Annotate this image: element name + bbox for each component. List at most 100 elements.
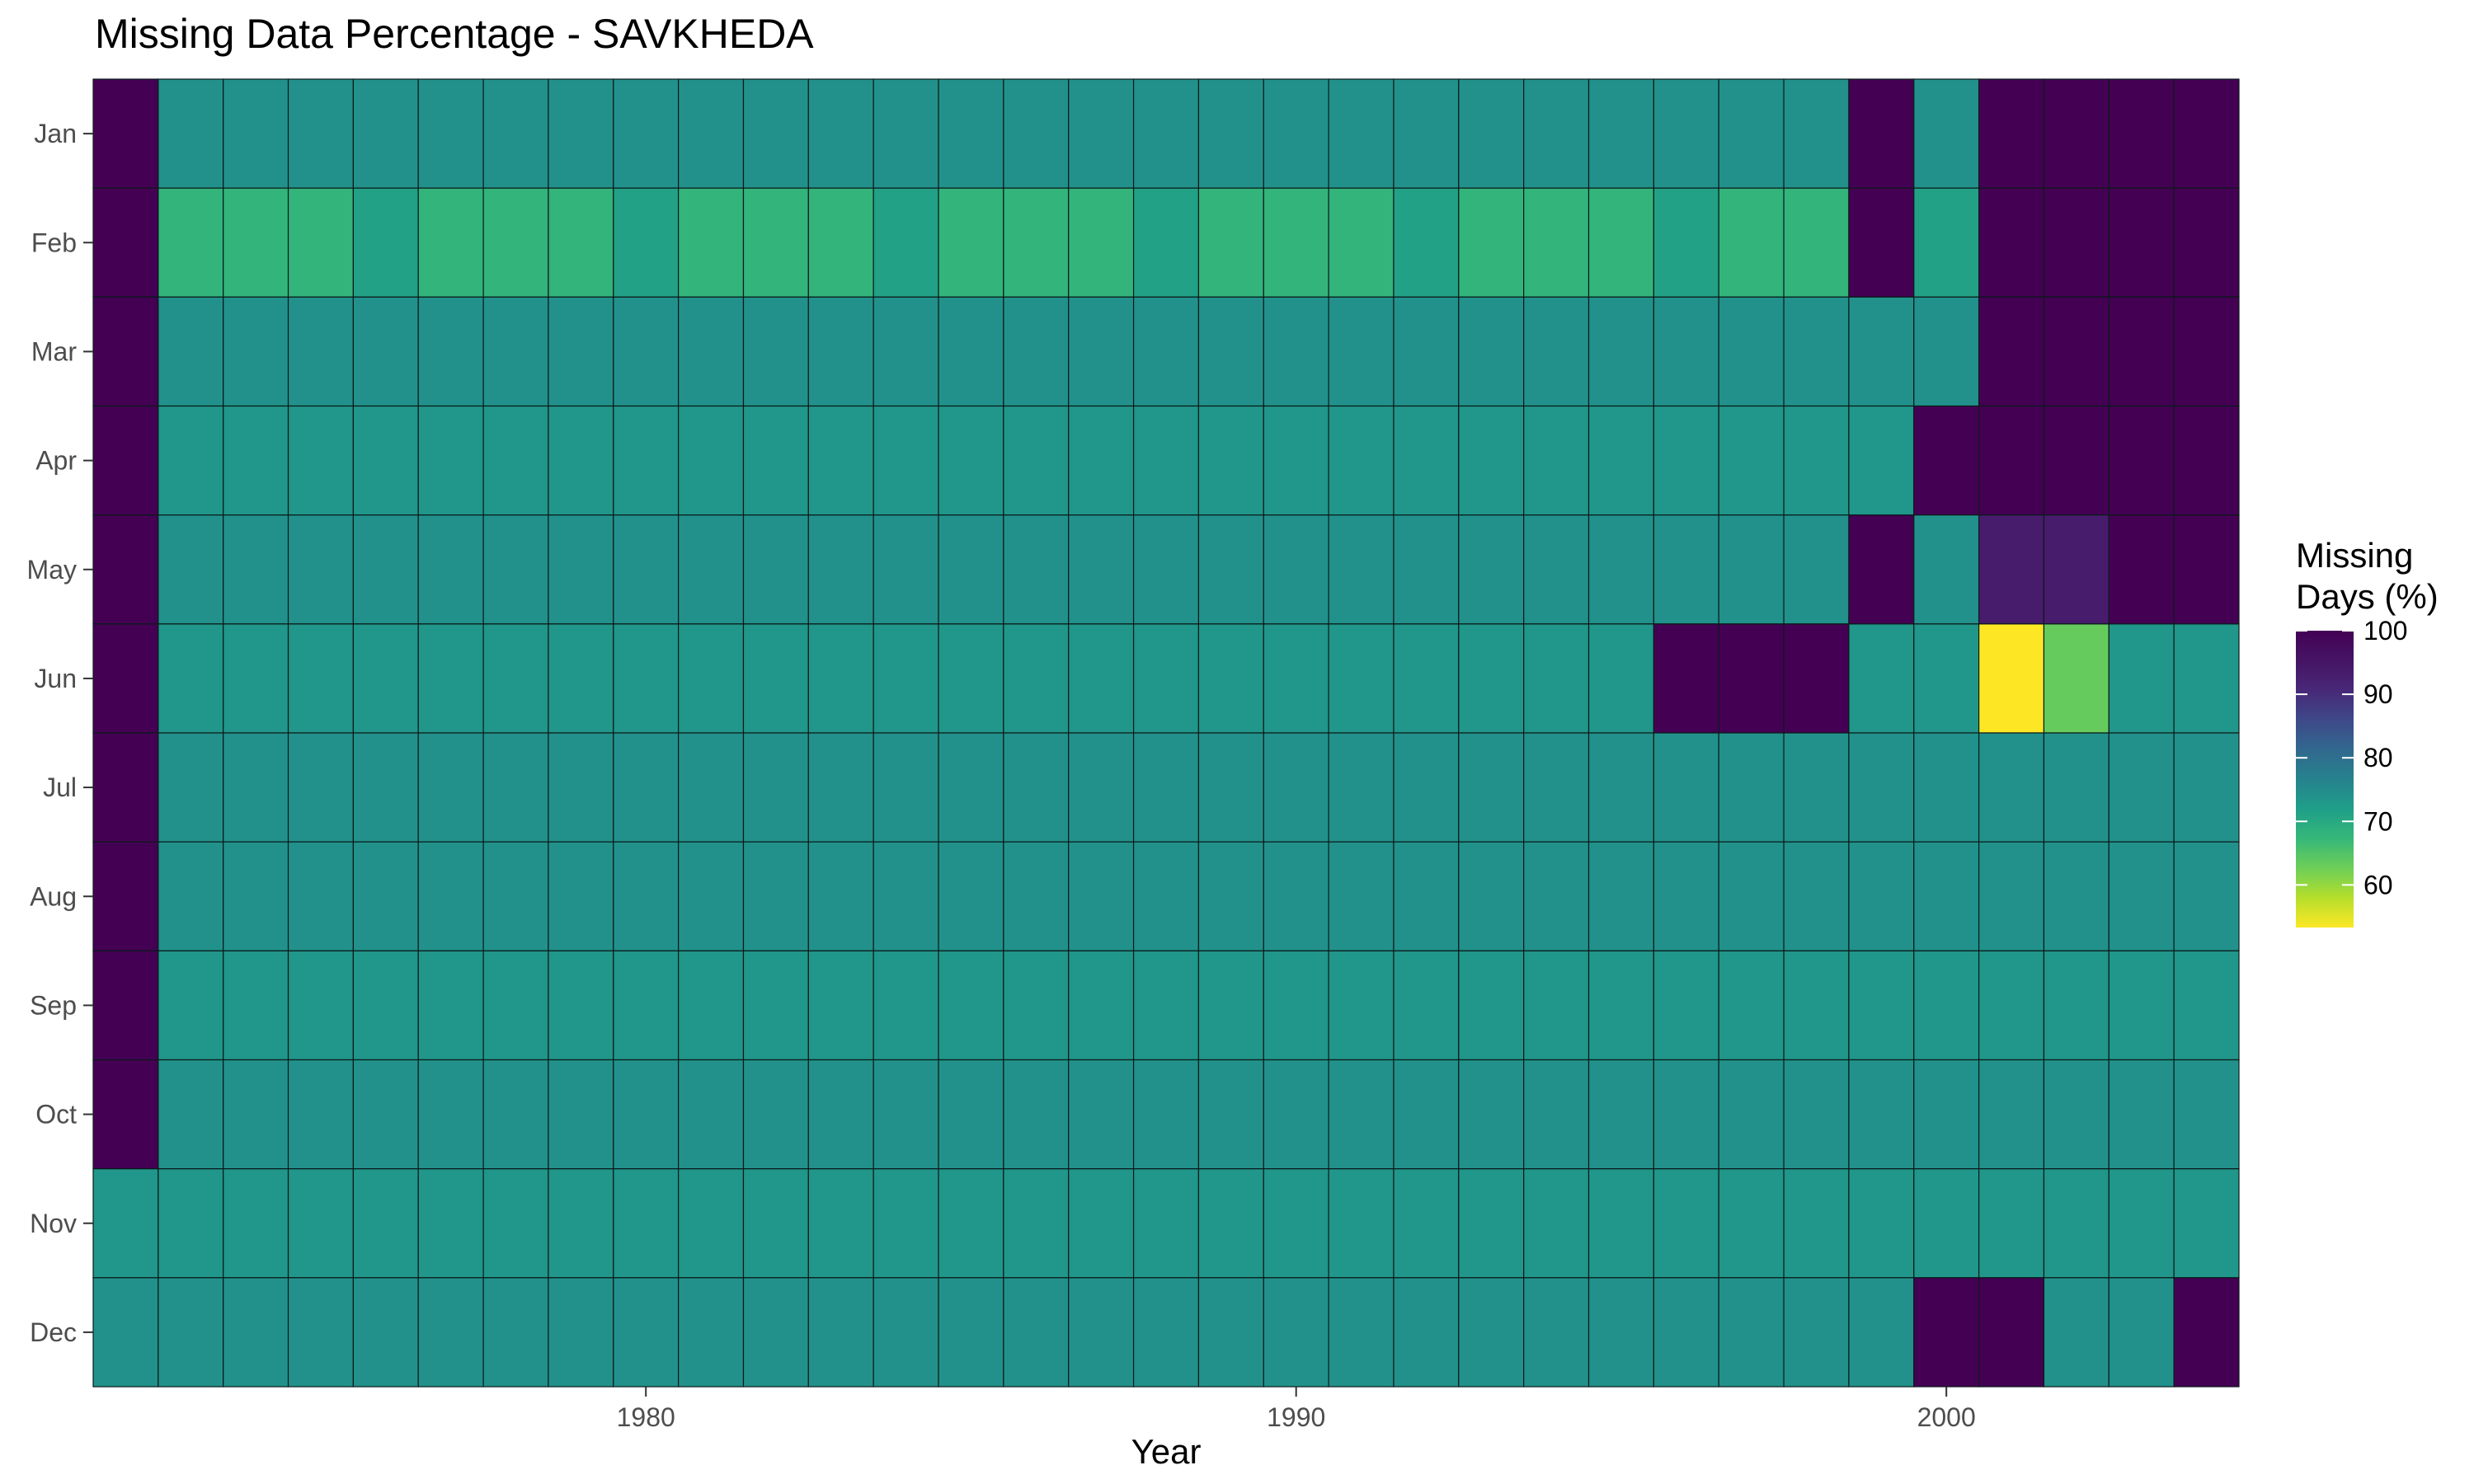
heatmap-cell-dec-1980 (613, 1277, 680, 1388)
heatmap-cell-nov-2002 (2043, 1168, 2109, 1279)
heatmap-cell-jan-1988 (1132, 78, 1200, 189)
heatmap-cell-dec-1993 (1458, 1277, 1525, 1388)
heatmap-cell-may-1974 (223, 514, 289, 625)
x-tick-label-1990: 1990 (1267, 1402, 1325, 1432)
heatmap-cell-jun-1990 (1263, 623, 1329, 734)
heatmap-cell-oct-2002 (2043, 1059, 2109, 1170)
heatmap-cell-jun-1984 (872, 623, 939, 734)
heatmap-cell-apr-1989 (1197, 405, 1264, 516)
heatmap-cell-nov-1973 (158, 1168, 224, 1279)
y-tick-label-oct: Oct (35, 1100, 77, 1129)
heatmap-cell-jun-1994 (1523, 623, 1590, 734)
heatmap-cell-may-1989 (1197, 514, 1264, 625)
heatmap-cell-nov-1978 (482, 1168, 549, 1279)
heatmap-cell-may-1976 (352, 514, 419, 625)
heatmap-cell-nov-1991 (1328, 1168, 1395, 1279)
heatmap-cell-jan-1982 (742, 78, 809, 189)
heatmap-cell-apr-1987 (1068, 405, 1135, 516)
heatmap-cell-nov-1974 (223, 1168, 289, 1279)
heatmap-cell-aug-1976 (352, 841, 419, 951)
heatmap-cell-feb-1982 (742, 187, 809, 298)
heatmap-cell-jun-1978 (482, 623, 549, 734)
heatmap-cell-aug-2004 (2173, 841, 2240, 951)
heatmap-cell-feb-1980 (613, 187, 680, 298)
heatmap-cell-sep-1978 (482, 950, 549, 1061)
heatmap-cell-may-2000 (1913, 514, 1980, 625)
heatmap-cell-may-1985 (938, 514, 1004, 625)
x-tick-label-1980: 1980 (617, 1402, 675, 1432)
heatmap-cell-jul-1984 (872, 732, 939, 843)
heatmap-cell-aug-2003 (2108, 841, 2175, 951)
heatmap-cell-jul-1988 (1132, 732, 1200, 843)
heatmap-cell-apr-2002 (2043, 405, 2109, 516)
heatmap-cell-apr-1994 (1523, 405, 1590, 516)
heatmap-cell-jan-1996 (1653, 78, 1719, 189)
heatmap-cell-jul-2000 (1913, 732, 1980, 843)
heatmap-cell-aug-1999 (1848, 841, 1915, 951)
heatmap-cell-nov-1977 (417, 1168, 484, 1279)
heatmap-cell-jul-1983 (807, 732, 874, 843)
heatmap-cell-nov-1983 (807, 1168, 874, 1279)
heatmap-cell-jun-1993 (1458, 623, 1525, 734)
heatmap-cell-mar-1981 (678, 296, 745, 407)
heatmap-cell-nov-2000 (1913, 1168, 1980, 1279)
heatmap-cell-nov-1985 (938, 1168, 1004, 1279)
heatmap-cell-jul-1986 (1003, 732, 1070, 843)
heatmap-cell-nov-1992 (1393, 1168, 1460, 1279)
heatmap-cell-jan-1983 (807, 78, 874, 189)
heatmap-cell-oct-1976 (352, 1059, 419, 1170)
heatmap-cell-feb-1985 (938, 187, 1004, 298)
heatmap-cell-may-1975 (287, 514, 354, 625)
heatmap-cell-mar-1989 (1197, 296, 1264, 407)
heatmap-cell-oct-1992 (1393, 1059, 1460, 1170)
heatmap-cell-jul-1980 (613, 732, 680, 843)
heatmap-cell-aug-2001 (1978, 841, 2045, 951)
heatmap-cell-nov-1998 (1783, 1168, 1850, 1279)
heatmap-cell-sep-1974 (223, 950, 289, 1061)
heatmap-cell-dec-1978 (482, 1277, 549, 1388)
heatmap-cell-dec-1983 (807, 1277, 874, 1388)
heatmap-cell-sep-1998 (1783, 950, 1850, 1061)
heatmap-cell-may-1998 (1783, 514, 1850, 625)
heatmap-cell-jul-1987 (1068, 732, 1135, 843)
heatmap-cell-may-1994 (1523, 514, 1590, 625)
heatmap-cell-apr-1990 (1263, 405, 1329, 516)
heatmap-cell-dec-1990 (1263, 1277, 1329, 1388)
heatmap-cell-mar-1986 (1003, 296, 1070, 407)
heatmap-cell-feb-1998 (1783, 187, 1850, 298)
heatmap-cell-mar-1997 (1718, 296, 1785, 407)
heatmap-cell-jun-1989 (1197, 623, 1264, 734)
y-tick-label-apr: Apr (35, 446, 77, 476)
legend-tick-label-90: 90 (2363, 679, 2393, 709)
heatmap-cell-feb-1992 (1393, 187, 1460, 298)
heatmap-cell-apr-1997 (1718, 405, 1785, 516)
heatmap-cell-may-1990 (1263, 514, 1329, 625)
heatmap-cell-may-2003 (2108, 514, 2175, 625)
heatmap-cell-oct-1993 (1458, 1059, 1525, 1170)
heatmap-cell-jan-2002 (2043, 78, 2109, 189)
heatmap-cell-apr-1982 (742, 405, 809, 516)
heatmap-cell-aug-1980 (613, 841, 680, 951)
heatmap-cell-may-1984 (872, 514, 939, 625)
heatmap-cell-sep-1975 (287, 950, 354, 1061)
heatmap-cell-jan-2003 (2108, 78, 2175, 189)
heatmap-cell-dec-1981 (678, 1277, 745, 1388)
heatmap-cell-mar-1976 (352, 296, 419, 407)
heatmap-cell-feb-1987 (1068, 187, 1135, 298)
heatmap-cell-aug-1989 (1197, 841, 1264, 951)
heatmap-cell-apr-1983 (807, 405, 874, 516)
y-tick-label-jun: Jun (34, 664, 77, 693)
heatmap-cell-dec-1987 (1068, 1277, 1135, 1388)
heatmap-cell-apr-1980 (613, 405, 680, 516)
heatmap-cell-apr-1999 (1848, 405, 1915, 516)
heatmap-cell-dec-1992 (1393, 1277, 1460, 1388)
heatmap-cell-oct-1997 (1718, 1059, 1785, 1170)
heatmap-cell-jul-1998 (1783, 732, 1850, 843)
heatmap-cell-feb-1994 (1523, 187, 1590, 298)
heatmap-cell-jul-1994 (1523, 732, 1590, 843)
heatmap-cell-jul-1973 (158, 732, 224, 843)
heatmap-cell-jul-1975 (287, 732, 354, 843)
heatmap-cell-feb-1997 (1718, 187, 1785, 298)
heatmap-cell-nov-1981 (678, 1168, 745, 1279)
heatmap-cell-oct-1988 (1132, 1059, 1200, 1170)
